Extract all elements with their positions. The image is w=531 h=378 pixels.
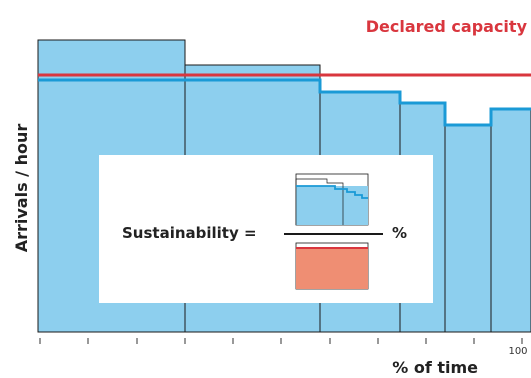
demand-step-line (38, 78, 531, 127)
x-axis-title: % of time (392, 358, 478, 377)
numerator-mini-chart (295, 173, 369, 226)
x-axis-ticks (39, 338, 523, 344)
formula-unit: % (392, 224, 407, 242)
y-axis-title: Arrivals / hour (12, 124, 31, 253)
declared-capacity-label: Declared capacity (366, 17, 528, 36)
formula-panel (99, 155, 433, 303)
denominator-mini-chart (295, 242, 369, 290)
formula-label: Sustainability = (122, 224, 257, 242)
bar-6 (490, 108, 531, 333)
bar-5 (444, 124, 492, 333)
x-tick-100: 100 (508, 346, 527, 357)
